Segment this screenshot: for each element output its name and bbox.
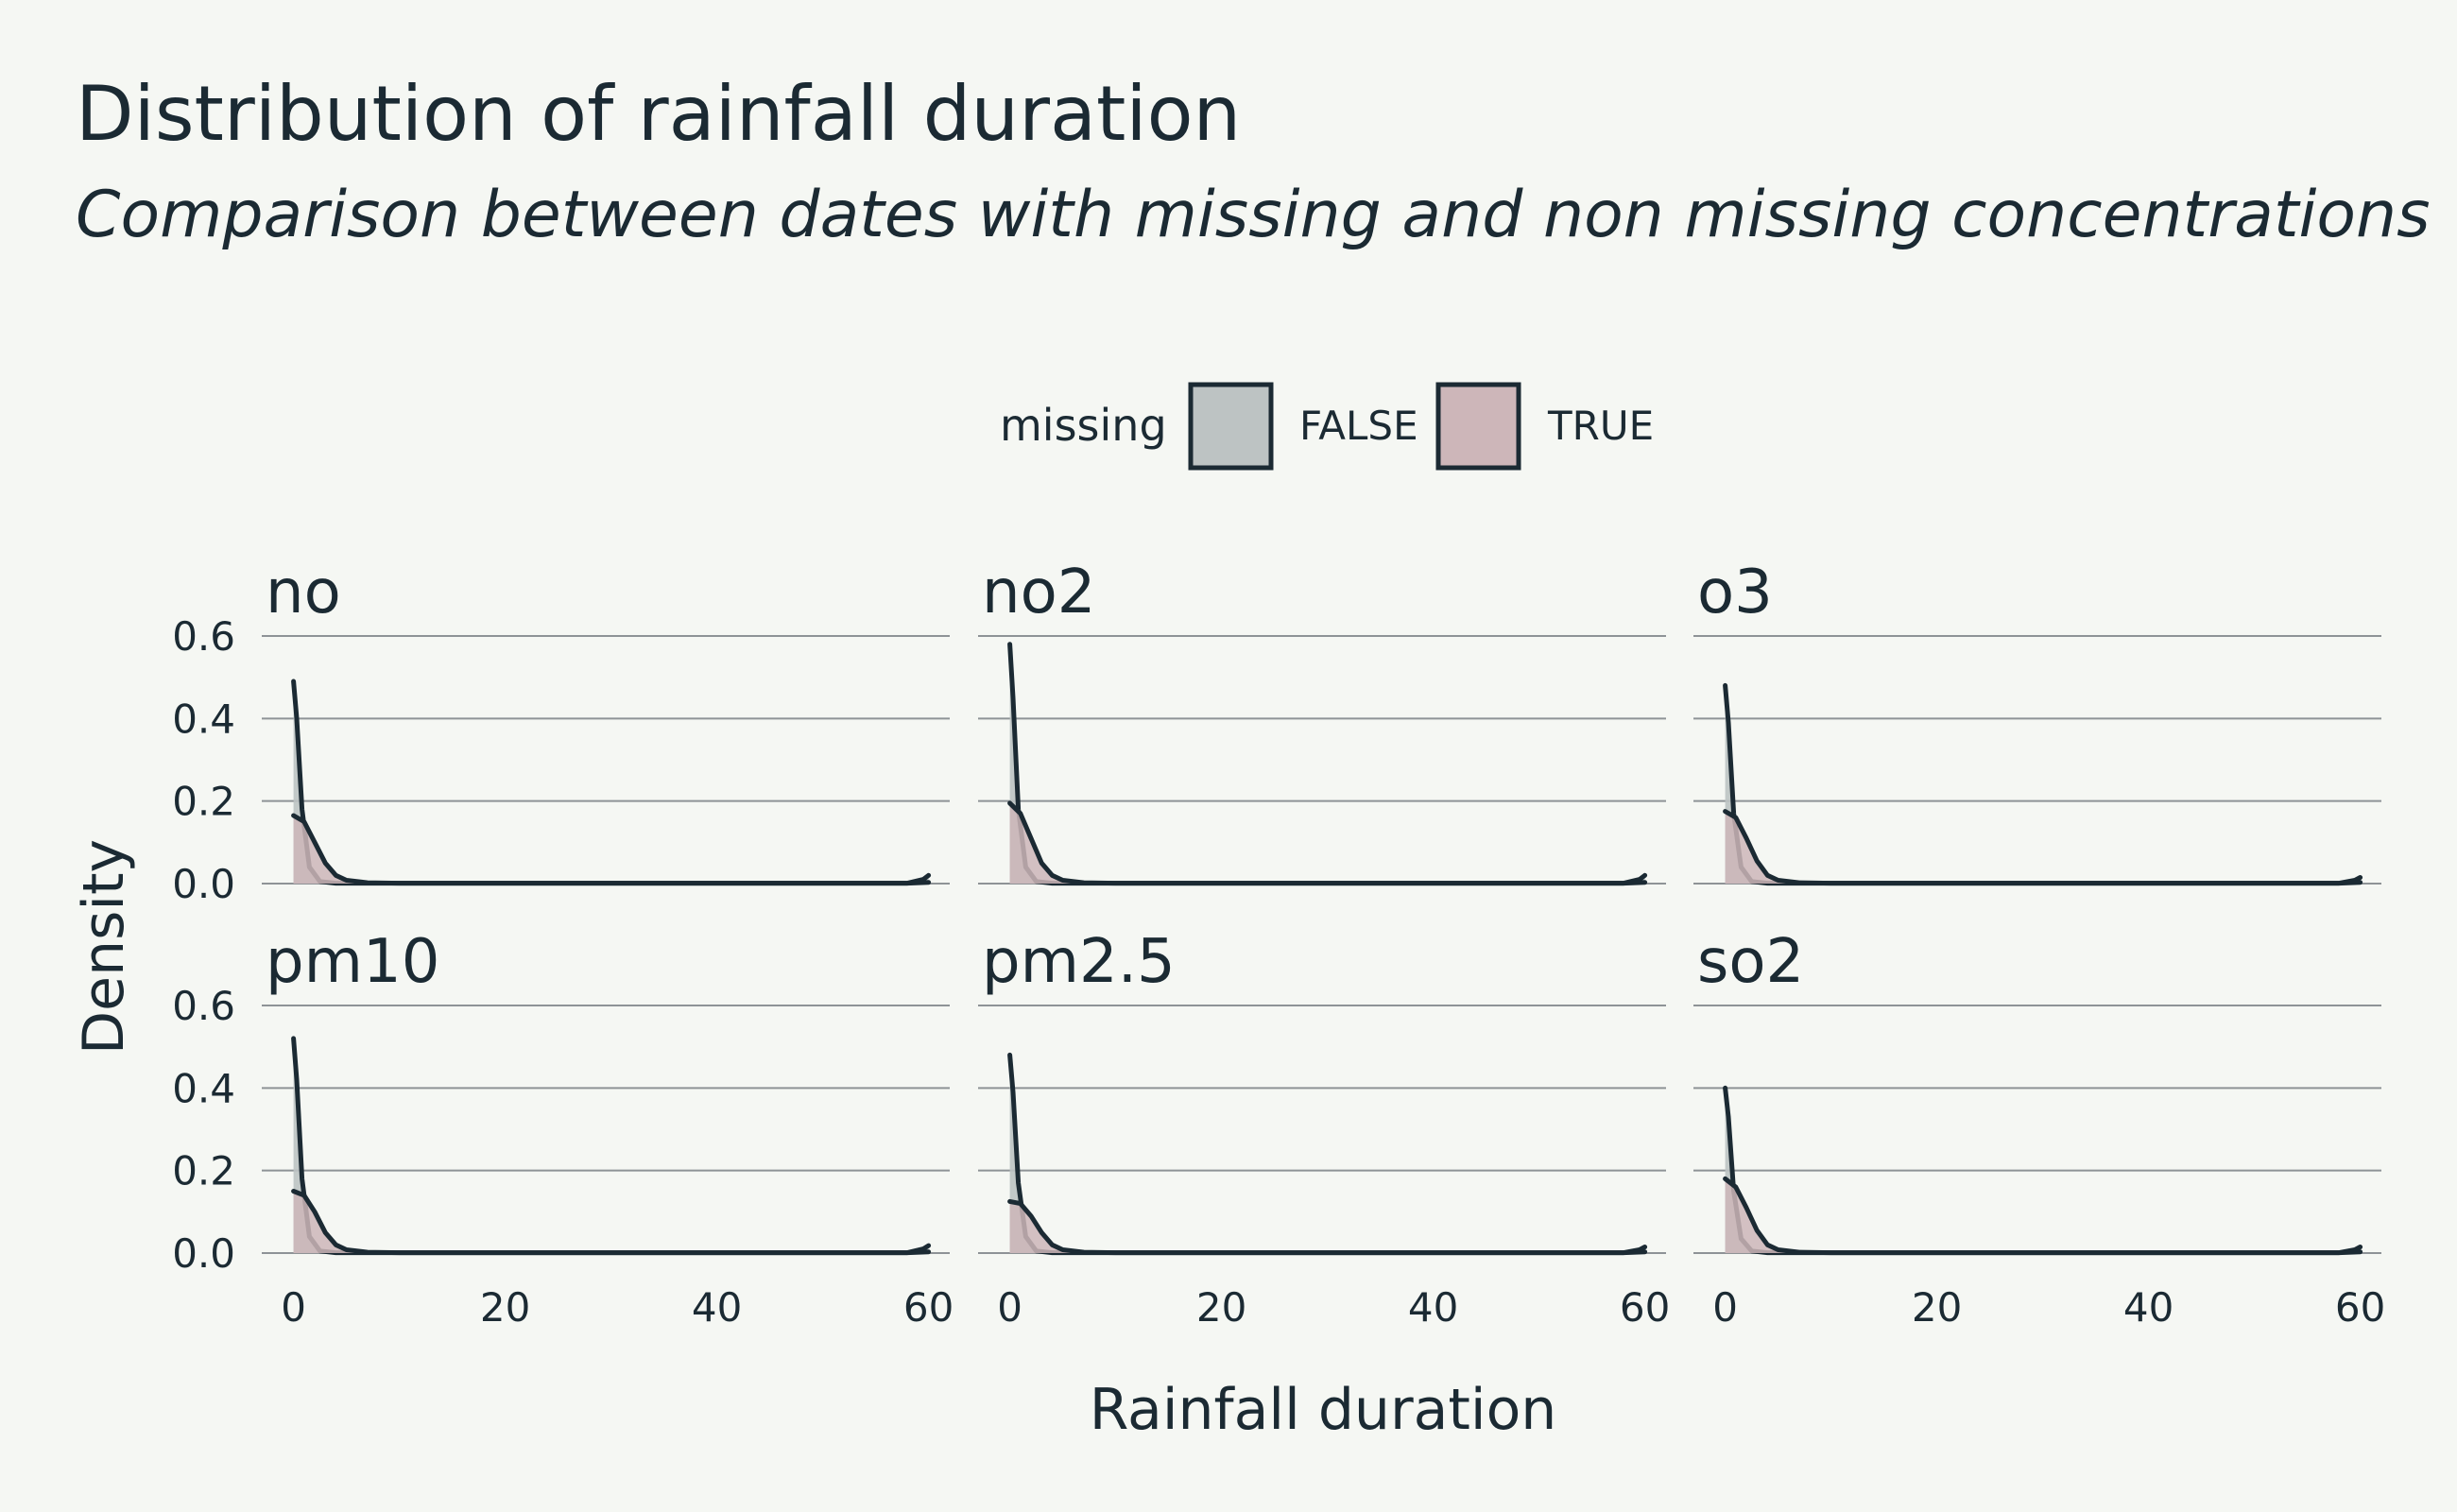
x-tick-label: 40 bbox=[692, 1284, 742, 1331]
density-line-false bbox=[1723, 682, 2363, 886]
density-area-false bbox=[293, 681, 929, 884]
legend-label-true: TRUE bbox=[1547, 403, 1654, 449]
density-line-true bbox=[291, 1189, 932, 1256]
panel-so2: so2 0 20 40 60 bbox=[1693, 927, 2385, 1331]
panel-label-so2: so2 bbox=[1697, 927, 1804, 997]
density-line-false bbox=[1007, 1052, 1648, 1256]
panel-label-pm10: pm10 bbox=[266, 927, 439, 997]
y-tick-label: 0.2 bbox=[172, 1148, 235, 1194]
y-axis-label: Density bbox=[71, 839, 137, 1055]
x-tick-label: 40 bbox=[1408, 1284, 1458, 1331]
y-tick-label: 0.6 bbox=[172, 613, 235, 660]
density-area-true bbox=[293, 1191, 929, 1253]
density-area-false bbox=[293, 1038, 929, 1253]
x-tick-label: 60 bbox=[1620, 1284, 1670, 1331]
density-area-true bbox=[1009, 802, 1645, 884]
x-tick-label: 20 bbox=[1912, 1284, 1962, 1331]
x-tick-label: 0 bbox=[281, 1284, 306, 1331]
chart-title: Distribution of rainfall duration bbox=[76, 70, 1241, 158]
legend-label-false: FALSE bbox=[1299, 403, 1418, 449]
panel-label-no2: no2 bbox=[982, 558, 1095, 627]
density-line-true bbox=[1723, 1176, 2363, 1256]
panel-no: no 0.0 0.2 0.4 0.6 bbox=[172, 558, 950, 907]
y-tick-label: 0.6 bbox=[172, 983, 235, 1029]
x-tick-label: 0 bbox=[997, 1284, 1022, 1331]
panel-o3: o3 bbox=[1693, 558, 2381, 886]
density-area-false bbox=[1009, 1055, 1645, 1253]
density-line-false bbox=[291, 1036, 932, 1256]
y-tick-label: 0.2 bbox=[172, 779, 235, 825]
panel-pm2-5: pm2.5 0 20 40 60 bbox=[978, 927, 1670, 1331]
x-tick-label: 40 bbox=[2123, 1284, 2174, 1331]
x-tick-label: 60 bbox=[903, 1284, 954, 1331]
density-line-true bbox=[1007, 800, 1648, 886]
chart-subtitle: Comparison between dates with missing an… bbox=[76, 178, 2431, 252]
y-tick-label: 0.0 bbox=[172, 1230, 235, 1277]
density-area-false bbox=[1009, 644, 1645, 884]
density-area-true bbox=[293, 816, 929, 884]
density-area-true bbox=[1725, 1178, 2361, 1253]
panel-label-no: no bbox=[266, 558, 341, 627]
panel-no2: no2 bbox=[978, 558, 1666, 886]
density-area-false bbox=[1725, 685, 2361, 884]
x-tick-label: 20 bbox=[480, 1284, 530, 1331]
density-area-true bbox=[1009, 1201, 1645, 1253]
x-tick-label: 20 bbox=[1196, 1284, 1246, 1331]
density-line-true bbox=[1007, 1198, 1648, 1256]
facet-panels: no 0.0 0.2 0.4 0.6 no2 o3 pm10 0.0 0.2 0.4 0.6 0 20 40… bbox=[172, 558, 2385, 1331]
density-line-false bbox=[291, 679, 932, 886]
density-line-true bbox=[291, 813, 932, 886]
density-line-true bbox=[1723, 809, 2363, 886]
legend: missing FALSE TRUE bbox=[1000, 382, 1654, 471]
legend-title: missing bbox=[1000, 400, 1167, 451]
panel-label-pm2-5: pm2.5 bbox=[982, 927, 1176, 997]
y-tick-label: 0.0 bbox=[172, 861, 235, 907]
density-line-false bbox=[1007, 642, 1648, 886]
panel-label-o3: o3 bbox=[1697, 558, 1773, 627]
density-area-true bbox=[1725, 811, 2361, 884]
y-tick-label: 0.4 bbox=[172, 696, 235, 742]
legend-swatch-true bbox=[1435, 382, 1521, 471]
panel-pm10: pm10 0.0 0.2 0.4 0.6 0 20 40 60 bbox=[172, 927, 954, 1331]
legend-swatch-false bbox=[1188, 382, 1274, 471]
x-tick-label: 60 bbox=[2335, 1284, 2385, 1331]
x-axis-label: Rainfall duration bbox=[1090, 1377, 1557, 1443]
x-tick-label: 0 bbox=[1712, 1284, 1738, 1331]
y-tick-label: 0.4 bbox=[172, 1065, 235, 1111]
